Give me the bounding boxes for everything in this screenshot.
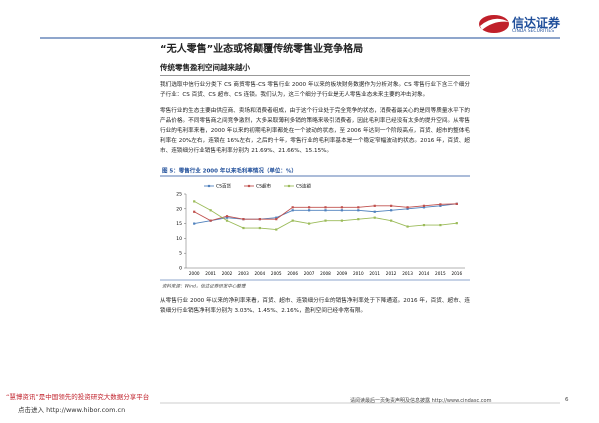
point [193,222,196,225]
point [209,209,212,212]
point [258,218,261,221]
point [193,200,196,203]
point [340,219,344,222]
legend-marker [247,184,251,188]
point [422,204,426,207]
y-tick-label: 10 [176,236,182,242]
point [357,206,360,209]
point [390,219,393,222]
point [193,210,196,213]
legend-label: CS百货 [216,183,231,190]
page-number: 6 [565,397,569,403]
point [439,203,442,206]
point [258,226,261,230]
x-tick-label: 2005 [271,271,282,276]
point [307,209,311,212]
point [225,219,229,222]
watermark-line1: “慧博资讯”是中国领先的投资研究大数据分享平台 [6,393,150,401]
point [275,228,278,231]
point [291,219,294,222]
x-tick-label: 2015 [435,271,446,276]
point [291,206,294,209]
x-tick-label: 2010 [353,271,364,276]
x-tick-label: 2012 [386,271,397,276]
point [455,222,458,225]
point [307,222,311,225]
y-tick-label: 20 [176,206,182,212]
logo-en: CINDA SECURITIES [512,29,555,34]
x-tick-label: 2014 [419,271,430,276]
x-tick-label: 2002 [222,271,233,276]
point [373,210,376,213]
point [439,223,442,227]
x-tick-label: 2004 [255,271,266,276]
x-tick-label: 2011 [369,271,380,276]
x-tick-label: 2013 [402,271,413,276]
point [307,206,311,209]
chart-source: 资料来源：Wind，信达证券研发中心整理 [162,284,247,290]
point [275,216,278,219]
point [455,202,458,205]
point [406,225,409,228]
y-tick-label: 0 [179,266,182,272]
point [340,206,344,209]
point [390,204,393,207]
paragraph: 从零售行业 2000 年以来的净利率来看，百货、超市、连锁细分行业的销售净利率处… [160,298,470,314]
legend-label: CS超市 [256,183,271,190]
logo-swoosh [480,18,509,30]
title: “无人零售”业态或将颠覆传统零售业竞争格局 [160,44,364,55]
point [406,207,409,210]
point [406,206,409,209]
point [390,209,393,212]
point [275,218,278,221]
x-tick-label: 2009 [337,271,348,276]
y-tick-label: 5 [179,251,182,257]
point [357,209,360,212]
point [242,226,245,230]
footer-disclaimer: 请阅读最后一页免责声明及信息披露 http://www.cindasc.com [350,398,492,404]
point [225,215,229,218]
paragraph: 零售行业的生态主要由供应商、卖场和消费者组成，由于这个行业处于完全竞争的状态，消… [160,108,470,154]
legend-marker [287,184,291,188]
point [422,206,426,209]
y-tick-label: 25 [176,192,182,198]
point [209,219,212,222]
point [373,216,376,219]
x-tick-label: 2008 [320,271,331,276]
point [439,204,442,207]
watermark-line2: 点击进入 http://www.hibor.com.cn [18,406,126,414]
x-tick-label: 2003 [238,271,249,276]
point [242,218,245,221]
logo-cn: 信达证券 [512,16,561,30]
legend-label: CS连锁 [296,183,311,190]
chart: 图 5：零售行业 2000 年以来毛利率情况（单位：%） 资料来源：Wind，信… [160,167,470,290]
x-tick-label: 2006 [287,271,298,276]
point [422,223,426,227]
point [340,209,344,212]
x-tick-label: 2001 [205,271,216,276]
x-tick-label: 2016 [451,271,462,276]
point [291,209,294,212]
point [373,204,376,207]
point [324,219,327,222]
chart-title: 图 5：零售行业 2000 年以来毛利率情况（单位：%） [162,167,297,175]
paragraph: 我们选取中信行业分类下 CS 商贸零售-CS 零售行业 2000 年以来的板块财… [160,82,470,98]
y-tick-label: 15 [176,221,182,227]
x-tick-label: 2000 [189,271,200,276]
point [357,218,360,221]
point [225,216,229,219]
section-heading: 传统零售盈利空间越来越小 [160,62,470,76]
point [324,209,327,212]
legend-marker [207,184,211,188]
x-tick-label: 2007 [304,271,315,276]
series-line [193,201,457,230]
point [324,206,327,209]
